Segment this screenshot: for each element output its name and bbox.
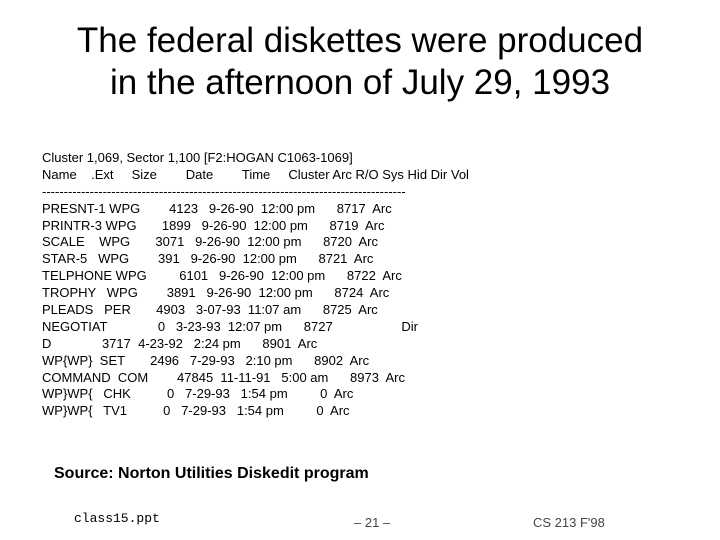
listing-row: WP}WP{ TV1 0 7-29-93 1:54 pm 0 Arc xyxy=(42,403,350,419)
listing-column-headers: Name .Ext Size Date Time Cluster Arc R/O… xyxy=(42,166,469,182)
listing-row: COMMAND COM 47845 11-11-91 5:00 am 8973 … xyxy=(42,369,405,385)
listing-divider: ----------------------------------------… xyxy=(42,183,406,199)
listing-row: WP}WP{ CHK 0 7-29-93 1:54 pm 0 Arc xyxy=(42,386,354,402)
listing-row: PRINTR-3 WPG 1899 9-26-90 12:00 pm 8719 … xyxy=(42,217,385,233)
listing-row: TROPHY WPG 3891 9-26-90 12:00 pm 8724 Ar… xyxy=(42,285,390,301)
footer-course: CS 213 F'98 xyxy=(533,515,605,530)
title-line-2: in the afternoon of July 29, 1993 xyxy=(109,63,611,102)
listing-row: NEGOTIAT 0 3-23-93 12:07 pm 8727 Dir xyxy=(42,318,418,334)
listing-row: PRESNT-1 WPG 4123 9-26-90 12:00 pm 8717 … xyxy=(42,200,392,216)
slide-title: The federal diskettes were produced in t… xyxy=(0,20,720,104)
title-line-1: The federal diskettes were produced xyxy=(76,21,644,60)
footer-page-number: – 21 – xyxy=(354,515,391,530)
source-note: Source: Norton Utilities Diskedit progra… xyxy=(54,465,369,482)
listing-row: SCALE WPG 3071 9-26-90 12:00 pm 8720 Arc xyxy=(42,234,379,250)
listing-row: WP{WP} SET 2496 7-29-93 2:10 pm 8902 Arc xyxy=(42,352,370,368)
listing-header-cluster: Cluster 1,069, Sector 1,100 [F2:HOGAN C1… xyxy=(42,150,353,165)
listing-row: STAR-5 WPG 391 9-26-90 12:00 pm 8721 Arc xyxy=(42,251,374,267)
footer-filename: class15.ppt xyxy=(74,511,160,526)
listing-row: D 3717 4-23-92 2:24 pm 8901 Arc xyxy=(42,335,318,351)
listing-row: TELPHONE WPG 6101 9-26-90 12:00 pm 8722 … xyxy=(42,268,402,284)
directory-listing: Cluster 1,069, Sector 1,100 [F2:HOGAN C1… xyxy=(42,150,682,420)
listing-row: PLEADS PER 4903 3-07-93 11:07 am 8725 Ar… xyxy=(42,302,378,318)
